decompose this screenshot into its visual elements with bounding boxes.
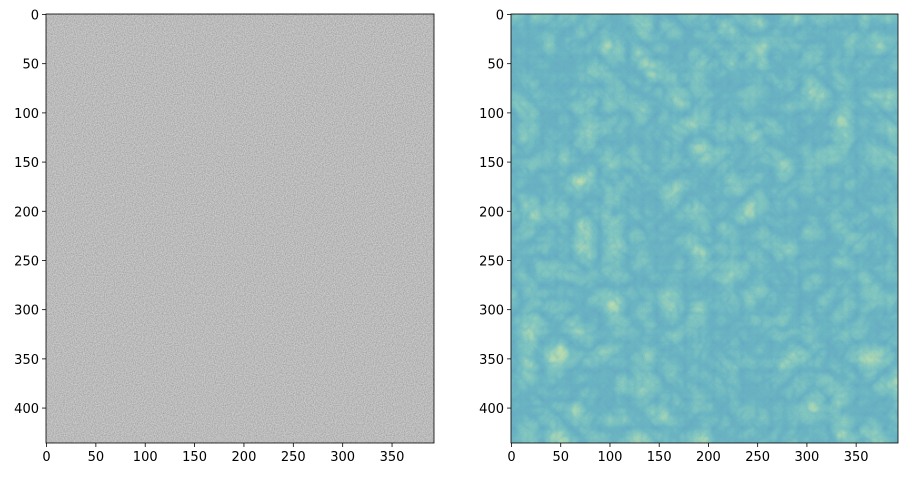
y-tick-label: 50 — [22, 58, 39, 73]
x-tick-label: 0 — [507, 450, 515, 465]
x-tick-label: 200 — [696, 450, 721, 465]
x-tick-label: 100 — [598, 450, 623, 465]
y-tick-label: 300 — [479, 304, 504, 319]
image — [46, 14, 434, 443]
x-tick-label: 300 — [794, 450, 819, 465]
y-tick-label: 200 — [14, 205, 39, 220]
x-tick-label: 350 — [844, 450, 869, 465]
y-tick-label: 150 — [14, 156, 39, 171]
x-tick-label: 150 — [647, 450, 672, 465]
y-tick-label: 0 — [496, 8, 504, 23]
y-tick-label: 350 — [14, 353, 39, 368]
axes-frame — [510, 13, 899, 444]
x-tick-label: 50 — [552, 450, 569, 465]
x-tick-label: 300 — [330, 450, 355, 465]
y-tick-label: 300 — [14, 304, 39, 319]
x-tick-label: 0 — [42, 450, 50, 465]
x-tick-label: 250 — [745, 450, 770, 465]
x-tick-label: 150 — [182, 450, 207, 465]
y-tick-label: 250 — [479, 254, 504, 269]
y-tick-label: 400 — [479, 402, 504, 417]
y-tick-label: 350 — [479, 353, 504, 368]
image — [511, 14, 898, 443]
y-tick-label: 100 — [479, 107, 504, 122]
axes-frame — [45, 13, 435, 444]
y-tick-label: 200 — [479, 205, 504, 220]
x-tick-label: 100 — [133, 450, 158, 465]
y-tick-label: 250 — [14, 254, 39, 269]
x-tick-label: 200 — [232, 450, 257, 465]
x-tick-label: 350 — [380, 450, 405, 465]
y-tick-label: 100 — [14, 107, 39, 122]
y-tick-label: 50 — [487, 58, 504, 73]
x-tick-label: 50 — [88, 450, 105, 465]
y-tick-label: 0 — [31, 8, 39, 23]
y-tick-label: 400 — [14, 402, 39, 417]
x-tick-label: 250 — [281, 450, 306, 465]
y-tick-label: 150 — [479, 156, 504, 171]
